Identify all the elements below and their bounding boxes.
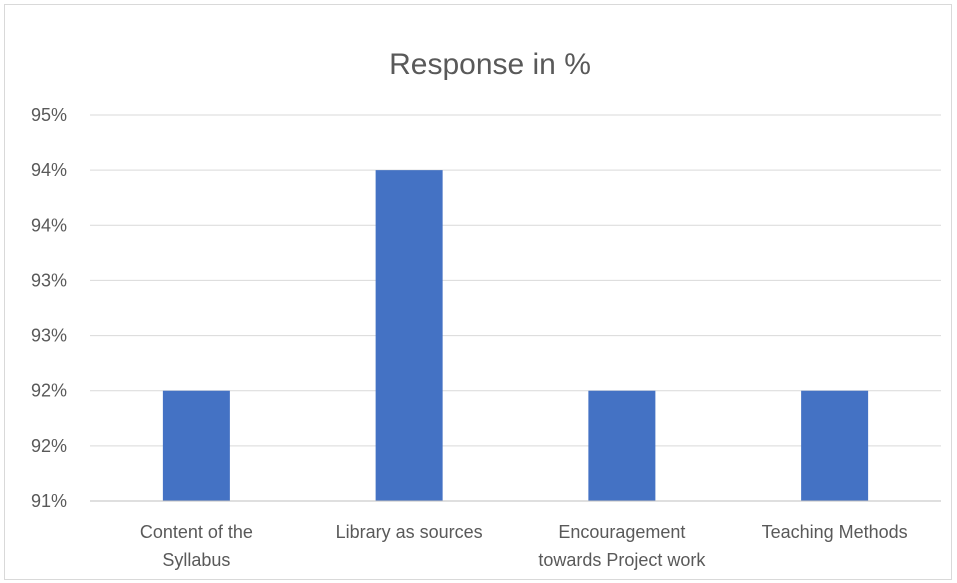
bar: [162, 390, 230, 501]
y-tick-label: 95%: [31, 105, 67, 125]
bar: [375, 170, 443, 501]
y-tick-label: 91%: [31, 491, 67, 511]
x-category-label: Library as sources: [336, 522, 483, 542]
y-tick-label: 92%: [31, 436, 67, 456]
x-category-label: Teaching Methods: [762, 522, 908, 542]
x-category-label: Content of the Syllabus: [140, 522, 253, 570]
y-tick-label: 94%: [31, 160, 67, 180]
x-category-label: Encouragement towards Project work: [538, 522, 706, 570]
bar: [801, 390, 869, 501]
gridlines: [90, 114, 941, 447]
x-axis-categories: Content of the Syllabus Library as sources…: [140, 522, 908, 570]
y-tick-label: 92%: [31, 381, 67, 401]
chart-title: Response in %: [389, 48, 591, 81]
y-tick-label: 94%: [31, 215, 67, 235]
bar: [588, 390, 656, 501]
y-axis-ticks: 91% 92% 92% 93% 93% 94% 94% 95%: [31, 105, 67, 511]
y-tick-label: 93%: [31, 270, 67, 290]
chart-frame: [4, 4, 952, 580]
bars: [162, 170, 869, 501]
y-tick-label: 93%: [31, 326, 67, 346]
